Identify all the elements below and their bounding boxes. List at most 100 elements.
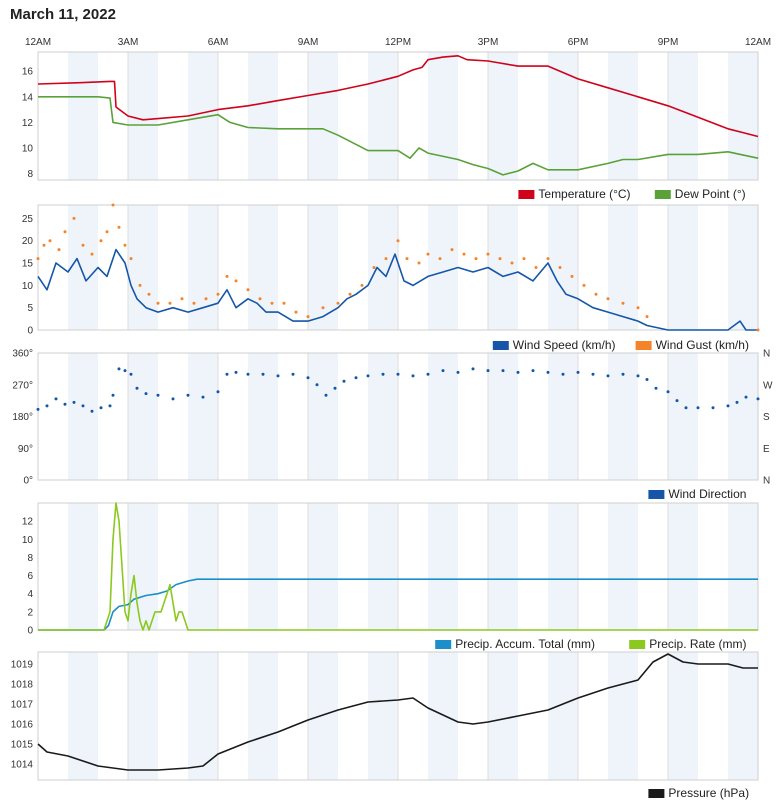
data-point xyxy=(147,292,151,296)
data-point xyxy=(333,386,337,390)
background-band xyxy=(68,52,98,180)
background-band xyxy=(308,353,338,480)
time-tick-label: 3PM xyxy=(478,37,499,48)
y-tick-label: 360° xyxy=(12,349,33,360)
background-band xyxy=(308,503,338,630)
background-band xyxy=(608,652,638,780)
data-point xyxy=(234,370,238,374)
background-band xyxy=(548,353,578,480)
background-band xyxy=(428,205,458,330)
data-point xyxy=(576,370,580,374)
data-point xyxy=(354,376,358,380)
data-point xyxy=(261,372,265,376)
data-point xyxy=(156,393,160,397)
data-point xyxy=(306,376,310,380)
background-band xyxy=(428,52,458,180)
series-line xyxy=(37,55,759,138)
data-point xyxy=(258,297,262,301)
pressure-chart: 1014 1015 1016 1017 1018 1019 Pressure (hPa) xyxy=(11,651,759,800)
data-point xyxy=(204,297,208,301)
data-point xyxy=(135,386,139,390)
data-point xyxy=(90,409,94,413)
data-point xyxy=(108,404,112,408)
background-band xyxy=(488,353,518,480)
data-point xyxy=(294,310,298,314)
data-point xyxy=(372,266,376,269)
data-point xyxy=(57,248,61,252)
legend-label: Dew Point (°) xyxy=(675,187,746,201)
data-point xyxy=(417,261,421,265)
legend-label: Precip. Accum. Total (mm) xyxy=(455,637,595,651)
data-point xyxy=(123,369,127,373)
legend-label: Wind Speed (km/h) xyxy=(513,338,616,352)
data-point xyxy=(72,216,76,220)
data-point xyxy=(744,395,748,399)
background-band xyxy=(608,503,638,630)
data-point xyxy=(99,406,103,410)
y-tick-label: 180° xyxy=(12,412,33,423)
data-point xyxy=(531,369,535,373)
background-band xyxy=(668,353,698,480)
series-line xyxy=(38,96,759,176)
background-band xyxy=(428,353,458,480)
data-point xyxy=(756,328,760,332)
data-point xyxy=(546,257,550,261)
legend-label: Wind Direction xyxy=(668,487,746,501)
data-point xyxy=(168,301,172,305)
background-band xyxy=(128,652,158,780)
page-title: March 11, 2022 xyxy=(10,6,116,23)
y-tick-label: 0 xyxy=(27,326,33,337)
background-band xyxy=(128,205,158,330)
data-point xyxy=(291,372,295,376)
data-point xyxy=(129,257,133,261)
data-point xyxy=(675,399,679,403)
data-point xyxy=(570,274,574,278)
data-point xyxy=(594,292,598,296)
data-point xyxy=(381,372,385,376)
legend-swatch xyxy=(518,190,535,199)
y-tick-label: 1016 xyxy=(11,720,34,731)
y-tick-label: 8 xyxy=(27,553,33,564)
data-point xyxy=(48,239,52,243)
y-tick-label: 1018 xyxy=(11,680,34,691)
data-point xyxy=(711,406,715,410)
data-point xyxy=(735,400,739,404)
data-point xyxy=(276,374,280,378)
data-point xyxy=(456,370,460,374)
compass-label: N xyxy=(763,349,770,360)
data-point xyxy=(606,297,610,301)
y-tick-label: 1014 xyxy=(11,760,34,771)
data-point xyxy=(138,283,142,287)
data-point xyxy=(246,288,250,292)
y-tick-label: 16 xyxy=(22,67,34,78)
data-point xyxy=(516,370,520,374)
background-band xyxy=(188,652,218,780)
data-point xyxy=(561,372,565,376)
data-point xyxy=(336,301,340,305)
wind-speed-gust-chart: 0 5 10 15 20 25 Wind Gust (km/h) Wind Speed (km… xyxy=(22,203,760,352)
background-band xyxy=(668,652,698,780)
data-point xyxy=(117,367,121,371)
data-point xyxy=(270,301,274,305)
data-point xyxy=(342,379,346,383)
legend-label: Precip. Rate (mm) xyxy=(649,637,746,651)
data-point xyxy=(426,252,430,256)
background-band xyxy=(548,652,578,780)
background-band xyxy=(668,503,698,630)
data-point xyxy=(366,374,370,378)
background-band xyxy=(668,205,698,330)
data-point xyxy=(36,407,40,411)
legend-swatch xyxy=(654,190,671,199)
data-point xyxy=(186,393,190,397)
background-band xyxy=(608,353,638,480)
background-band xyxy=(428,652,458,780)
data-point xyxy=(441,369,445,373)
background-band xyxy=(248,52,278,180)
data-point xyxy=(684,406,688,410)
y-tick-label: 8 xyxy=(27,169,33,180)
y-tick-label: 1015 xyxy=(11,740,34,751)
background-band xyxy=(248,503,278,630)
data-point xyxy=(558,266,562,269)
plot-frame xyxy=(37,51,759,181)
y-tick-label: 15 xyxy=(22,259,34,270)
